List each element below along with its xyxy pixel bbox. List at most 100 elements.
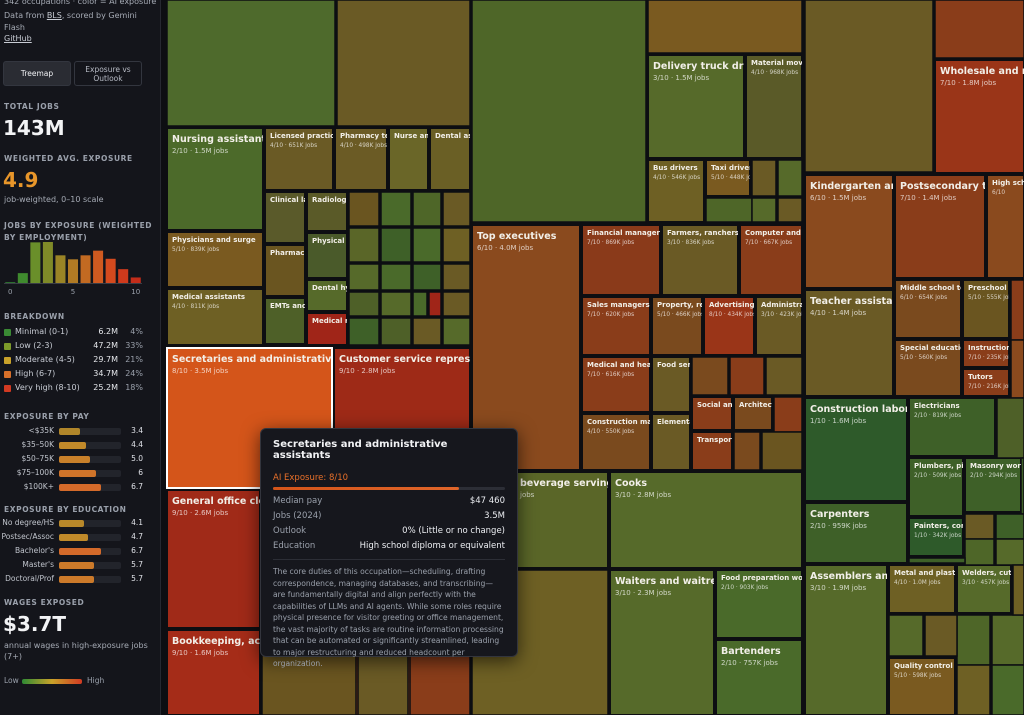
tile-name: Electricians	[914, 402, 960, 410]
tile-detail: 7/10 · 667K jobs	[745, 240, 792, 246]
tile-detail: 6/10 · 654K jobs	[900, 295, 947, 301]
tile-name: Waiters and waitresse	[615, 576, 735, 587]
tile: Plumbers, pipe 2/10 · 509K jobs	[909, 458, 963, 516]
exposure-bar	[59, 520, 85, 527]
breakdown-label: Low (2-3)	[15, 341, 53, 350]
intro: 342 occupations · color = AI exposure	[4, 0, 157, 6]
tile-fill	[652, 414, 690, 470]
exposure-fill	[273, 487, 459, 490]
tile-detail: 5/10 · 598K jobs	[894, 673, 941, 679]
treemap-cell	[380, 263, 412, 291]
tile: EMTs and p	[265, 298, 314, 344]
bar-value: 6	[138, 468, 143, 477]
tile-fill	[805, 398, 907, 501]
tile-detail: 5/10 · 560K jobs	[900, 355, 947, 361]
tile-detail: 5/10 · 839K jobs	[172, 247, 219, 253]
histogram-bar	[118, 269, 129, 283]
treemap-cell	[705, 197, 753, 223]
tile-fill	[805, 503, 907, 563]
tile: Construction laborers 1/10 · 1.6M jobs	[805, 398, 907, 501]
exposure-bar	[59, 562, 95, 569]
tile-name: Masonry worker	[970, 462, 1024, 470]
exposure-bar	[59, 456, 90, 463]
x-tick-label: 5	[71, 288, 75, 296]
bar-value: 4.7	[131, 532, 143, 541]
histogram-bar	[67, 259, 79, 283]
tile: Cooks 3/10 · 2.8M jobs	[610, 472, 802, 568]
legend-swatch	[4, 385, 11, 392]
tile-name: Dental hyg	[312, 284, 355, 292]
tile-detail: 3/10 · 2.8M jobs	[615, 491, 671, 499]
tile-name: Architectur	[739, 401, 784, 409]
treemap-cell	[888, 614, 924, 657]
tile-fill	[963, 340, 1009, 367]
tile-detail: 1/10 · 1.6M jobs	[810, 417, 866, 425]
tile: Food preparation wo 2/10 · 903K jobs	[716, 570, 802, 638]
tile-fill	[582, 225, 660, 295]
breakdown-jobs: 47.2M	[93, 341, 118, 350]
tile: Delivery truck driver 3/10 · 1.5M jobs	[648, 55, 744, 158]
section-heading: BREAKDOWN	[4, 312, 65, 321]
tile-fill	[909, 518, 963, 556]
tab-scatter[interactable]: Exposure vs Outlook	[74, 61, 142, 86]
tile-name: Radiologic	[312, 196, 353, 204]
tile: Financial managers 7/10 · 869K jobs	[582, 225, 660, 295]
tile-detail: 3/10 · 1.5M jobs	[653, 74, 709, 82]
bar-value: 4.4	[131, 440, 143, 449]
tile: Carpenters 2/10 · 959K jobs	[805, 503, 907, 563]
histogram-bar	[42, 242, 53, 283]
tile-fill	[167, 232, 263, 287]
tile-fill	[895, 280, 961, 338]
tile-name: Quality control insp	[894, 662, 972, 670]
histogram-bar	[5, 282, 16, 283]
tile-fill	[909, 458, 963, 516]
bar-label: $50–75K	[21, 454, 54, 463]
tile-name: High scho	[992, 179, 1024, 187]
tile-name: Wholesale and manu	[940, 66, 1024, 77]
bar-track	[59, 428, 121, 435]
treemap-cell	[761, 431, 803, 471]
tile-fill	[704, 297, 754, 355]
github-link[interactable]: GitHub	[4, 34, 32, 43]
section-heading: WEIGHTED AVG. EXPOSURE	[4, 154, 133, 163]
tile-fill	[987, 175, 1024, 278]
tile: Painters, constr 1/10 · 342K jobs	[909, 518, 963, 556]
bar-label: No degree/HS	[2, 518, 54, 527]
tile-name: Clinical lab	[270, 196, 313, 204]
tile-detail: 6/10 · 1.5M jobs	[810, 194, 866, 202]
tile: Tutors 7/10 · 216K jobs	[963, 369, 1009, 396]
source-link[interactable]: BLS	[46, 11, 62, 20]
tile-name: EMTs and p	[270, 302, 314, 310]
treemap-cell	[442, 317, 471, 346]
treemap-cell	[691, 356, 729, 396]
tile-name: Top executives	[477, 231, 557, 242]
tile: Computer and inf 7/10 · 667K jobs	[740, 225, 802, 295]
tab-treemap[interactable]: Treemap	[3, 61, 71, 86]
treemap-cell	[995, 513, 1024, 540]
tooltip-key: Education	[273, 541, 316, 551]
bar-label: Master's	[22, 560, 54, 569]
legend-swatch	[4, 329, 11, 336]
tile-name: Property, real e	[657, 301, 719, 309]
tile: Property, real e 5/10 · 466K jobs	[652, 297, 719, 355]
treemap-cell	[751, 197, 777, 223]
treemap-cell	[1010, 279, 1024, 341]
treemap-cell	[995, 538, 1024, 566]
breakdown-share: 18%	[125, 383, 143, 392]
tile-name: Preschool teache	[968, 284, 1024, 292]
treemap-cell	[166, 0, 336, 127]
tile: Administrati 3/10 · 423K jobs	[756, 297, 802, 355]
tile-fill	[734, 397, 772, 430]
tile-fill	[716, 640, 802, 715]
tooltip-value: High school diploma or equivalent	[359, 541, 505, 551]
treemap-cell	[729, 356, 765, 396]
tile: General office clerk 9/10 · 2.6M jobs	[167, 490, 260, 628]
tile-name: Material movin	[751, 59, 810, 67]
tile-fill	[716, 570, 802, 638]
tile: Licensed practical ar 4/10 · 651K jobs	[265, 128, 333, 190]
exposure-bar	[59, 442, 87, 449]
tile: Nursing assistants ar 2/10 · 1.5M jobs	[167, 128, 263, 230]
tooltip-row: Median pay $47 460	[273, 496, 505, 506]
bar-label: $100K+	[23, 482, 54, 491]
